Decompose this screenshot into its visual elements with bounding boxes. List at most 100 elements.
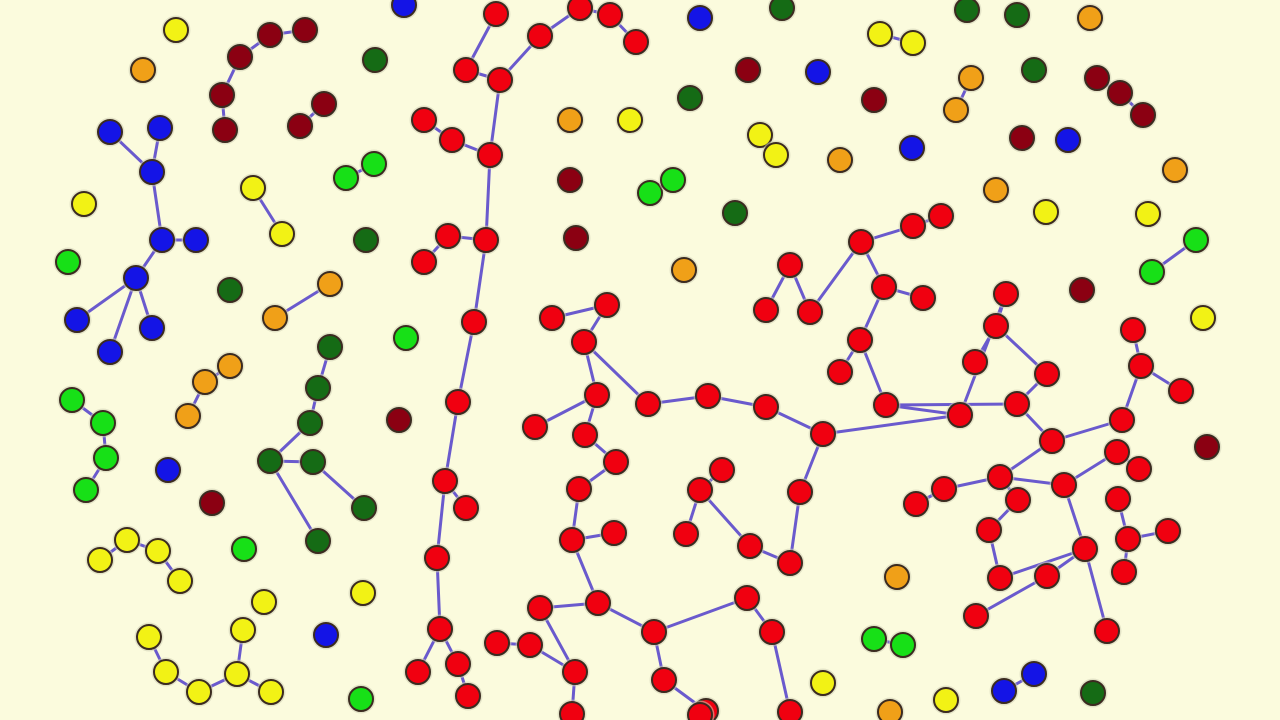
graph-node[interactable]	[515, 630, 545, 660]
node-circle-dark_red[interactable]	[386, 407, 412, 433]
graph-node[interactable]	[859, 85, 889, 115]
graph-node[interactable]	[71, 475, 101, 505]
node-circle-red[interactable]	[993, 281, 1019, 307]
node-circle-blue[interactable]	[97, 119, 123, 145]
node-circle-blue[interactable]	[899, 135, 925, 161]
node-circle-red[interactable]	[1005, 487, 1031, 513]
graph-node[interactable]	[210, 115, 240, 145]
graph-node[interactable]	[303, 373, 333, 403]
graph-node[interactable]	[961, 601, 991, 631]
node-circle-red[interactable]	[848, 229, 874, 255]
graph-node[interactable]	[775, 250, 805, 280]
graph-node[interactable]	[898, 28, 928, 58]
node-circle-red[interactable]	[1105, 486, 1131, 512]
graph-node[interactable]	[437, 125, 467, 155]
graph-node[interactable]	[384, 405, 414, 435]
node-circle-yellow[interactable]	[269, 221, 295, 247]
graph-node[interactable]	[147, 225, 177, 255]
node-circle-red[interactable]	[753, 297, 779, 323]
node-circle-dark_red[interactable]	[212, 117, 238, 143]
graph-node[interactable]	[555, 105, 585, 135]
node-circle-dark_red[interactable]	[563, 225, 589, 251]
node-circle-blue[interactable]	[1055, 127, 1081, 153]
node-circle-green[interactable]	[1139, 259, 1165, 285]
graph-node[interactable]	[685, 3, 715, 33]
node-circle-red[interactable]	[584, 382, 610, 408]
node-circle-yellow[interactable]	[867, 21, 893, 47]
graph-node[interactable]	[560, 657, 590, 687]
node-circle-yellow[interactable]	[258, 679, 284, 705]
node-circle-red[interactable]	[1155, 518, 1181, 544]
graph-node[interactable]	[1109, 557, 1139, 587]
graph-node[interactable]	[685, 700, 715, 720]
graph-node[interactable]	[775, 548, 805, 578]
node-circle-green[interactable]	[890, 632, 916, 658]
graph-node[interactable]	[91, 443, 121, 473]
node-circle-red[interactable]	[411, 249, 437, 275]
node-circle-dark_red[interactable]	[209, 82, 235, 108]
node-circle-yellow[interactable]	[153, 659, 179, 685]
node-circle-red[interactable]	[903, 491, 929, 517]
node-circle-red[interactable]	[461, 309, 487, 335]
graph-node[interactable]	[537, 303, 567, 333]
node-circle-yellow[interactable]	[163, 17, 189, 43]
node-circle-yellow[interactable]	[87, 547, 113, 573]
graph-node[interactable]	[720, 198, 750, 228]
node-circle-red[interactable]	[947, 402, 973, 428]
graph-node[interactable]	[808, 668, 838, 698]
node-circle-red[interactable]	[517, 632, 543, 658]
node-circle-red[interactable]	[810, 421, 836, 447]
node-circle-dark_green[interactable]	[1021, 57, 1047, 83]
graph-node[interactable]	[298, 447, 328, 477]
graph-node[interactable]	[557, 525, 587, 555]
graph-node[interactable]	[555, 165, 585, 195]
graph-node[interactable]	[767, 0, 797, 23]
node-circle-dark_green[interactable]	[297, 410, 323, 436]
graph-node[interactable]	[1192, 432, 1222, 462]
node-circle-green[interactable]	[637, 180, 663, 206]
node-circle-red[interactable]	[1128, 353, 1154, 379]
node-circle-green[interactable]	[59, 387, 85, 413]
graph-node[interactable]	[1019, 55, 1049, 85]
node-circle-dark_red[interactable]	[292, 17, 318, 43]
graph-node[interactable]	[1160, 155, 1190, 185]
graph-node[interactable]	[128, 55, 158, 85]
node-circle-red[interactable]	[759, 619, 785, 645]
node-circle-red[interactable]	[424, 545, 450, 571]
node-circle-dark_green[interactable]	[1004, 2, 1030, 28]
graph-node[interactable]	[62, 305, 92, 335]
node-circle-red[interactable]	[1111, 559, 1137, 585]
graph-node[interactable]	[693, 381, 723, 411]
graph-node[interactable]	[981, 311, 1011, 341]
graph-node[interactable]	[595, 0, 625, 30]
node-circle-red[interactable]	[635, 391, 661, 417]
node-circle-blue[interactable]	[97, 339, 123, 365]
node-circle-red[interactable]	[445, 389, 471, 415]
node-circle-yellow[interactable]	[350, 580, 376, 606]
node-circle-red[interactable]	[487, 67, 513, 93]
graph-node[interactable]	[525, 593, 555, 623]
node-circle-orange[interactable]	[317, 271, 343, 297]
graph-node[interactable]	[599, 518, 629, 548]
node-circle-orange[interactable]	[262, 305, 288, 331]
graph-node[interactable]	[255, 446, 285, 476]
graph-node[interactable]	[952, 0, 982, 25]
node-circle-red[interactable]	[1094, 618, 1120, 644]
graph-node[interactable]	[615, 105, 645, 135]
node-circle-yellow[interactable]	[1033, 199, 1059, 225]
graph-node[interactable]	[926, 201, 956, 231]
node-circle-yellow[interactable]	[186, 679, 212, 705]
graph-node[interactable]	[260, 303, 290, 333]
graph-node[interactable]	[207, 80, 237, 110]
node-circle-red[interactable]	[1168, 378, 1194, 404]
graph-node[interactable]	[315, 332, 345, 362]
graph-node[interactable]	[1107, 405, 1137, 435]
node-circle-blue[interactable]	[805, 59, 831, 85]
graph-node[interactable]	[161, 15, 191, 45]
node-circle-red[interactable]	[910, 285, 936, 311]
node-circle-red[interactable]	[453, 57, 479, 83]
graph-node[interactable]	[1126, 351, 1156, 381]
node-circle-red[interactable]	[847, 327, 873, 353]
node-circle-red[interactable]	[777, 550, 803, 576]
graph-node[interactable]	[95, 117, 125, 147]
